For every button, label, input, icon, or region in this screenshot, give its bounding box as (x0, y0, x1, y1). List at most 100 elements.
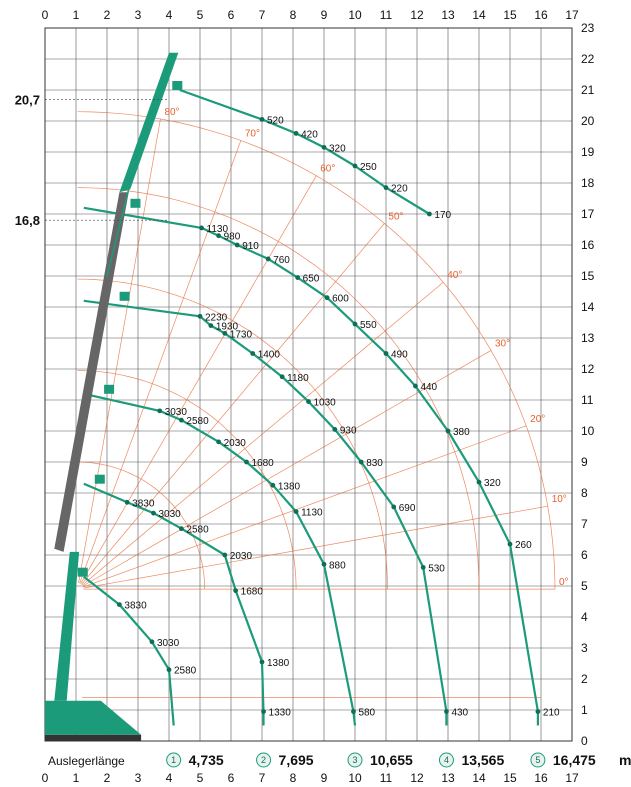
y-tick-right: 9 (581, 455, 588, 469)
y-tick-right: 2 (581, 672, 588, 686)
load-value: 1380 (267, 658, 290, 669)
load-curve (83, 392, 357, 726)
load-point (391, 504, 397, 510)
boom-section (54, 192, 129, 552)
load-point (261, 709, 266, 714)
load-value: 3830 (132, 498, 155, 509)
load-value: 220 (391, 184, 408, 195)
load-value: 1130 (301, 508, 323, 519)
boom-number-circle (256, 752, 272, 768)
load-value: 930 (340, 425, 357, 436)
load-point (124, 499, 130, 505)
range-arc (77, 187, 480, 590)
load-point (216, 439, 222, 445)
x-tick-top: 16 (534, 8, 548, 22)
boom-number: 3 (352, 755, 357, 765)
angle-ray (83, 425, 527, 588)
load-point (233, 588, 239, 594)
load-value: 1680 (241, 587, 264, 598)
load-point (222, 552, 228, 558)
x-tick-bottom: 12 (410, 771, 424, 785)
crane-base (45, 700, 142, 735)
y-tick-right: 18 (581, 176, 595, 190)
load-value: 980 (224, 232, 241, 243)
x-tick-bottom: 3 (135, 771, 142, 785)
y-tick-right: 10 (581, 424, 595, 438)
load-point (507, 541, 513, 547)
x-tick-top: 15 (503, 8, 517, 22)
y-tick-right: 17 (581, 207, 595, 221)
load-point (222, 330, 228, 336)
range-arc (77, 461, 205, 590)
boom-tip (104, 384, 115, 394)
x-tick-top: 0 (42, 8, 49, 22)
load-point (535, 709, 541, 714)
x-tick-top: 17 (565, 8, 579, 22)
x-tick-top: 1 (73, 8, 80, 22)
angle-ray (78, 118, 161, 584)
load-point (234, 242, 240, 248)
side-height-label: 20,7 (15, 92, 40, 107)
x-tick-top: 5 (197, 8, 204, 22)
load-value: 1180 (287, 373, 309, 384)
load-point (352, 321, 358, 327)
y-tick-right: 4 (581, 610, 588, 624)
load-value: 880 (329, 560, 346, 571)
load-value: 380 (453, 427, 470, 438)
angle-label: 50° (388, 211, 403, 222)
load-value: 260 (515, 540, 532, 551)
load-value: 2580 (174, 666, 197, 677)
jib-strut (106, 151, 139, 277)
x-tick-top: 8 (290, 8, 297, 22)
load-value: 550 (360, 320, 377, 331)
load-point (259, 117, 265, 122)
boom-tip (172, 81, 183, 90)
load-value: 430 (451, 708, 468, 719)
angle-ray (81, 223, 385, 585)
range-arc (77, 111, 556, 590)
x-tick-top: 13 (441, 8, 455, 22)
boom-length: 4,735 (189, 752, 224, 768)
load-point (259, 659, 265, 665)
load-value: 420 (301, 129, 318, 140)
load-value: 530 (428, 563, 445, 574)
load-point (197, 313, 203, 319)
y-tick-right: 8 (581, 486, 588, 500)
x-tick-bottom: 5 (197, 771, 204, 785)
y-tick-right: 22 (581, 52, 595, 66)
x-tick-top: 9 (321, 8, 328, 22)
side-height-label: 16,8 (15, 213, 40, 228)
boom-length: 10,655 (370, 752, 413, 768)
load-point (383, 351, 389, 356)
boom-tip (130, 198, 141, 208)
load-value: 210 (543, 708, 560, 719)
load-value: 2580 (186, 525, 209, 536)
load-value: 440 (420, 382, 437, 393)
x-tick-top: 11 (380, 8, 393, 22)
y-tick-right: 11 (581, 393, 594, 407)
boom-number: 5 (535, 755, 540, 765)
load-point (351, 709, 356, 714)
load-value: 910 (242, 241, 259, 252)
x-tick-bottom: 1 (73, 771, 80, 785)
x-tick-bottom: 15 (503, 771, 517, 785)
x-tick-bottom: 8 (290, 771, 297, 785)
load-point (293, 509, 299, 514)
load-value: 2230 (205, 312, 228, 323)
load-value: 3030 (159, 509, 182, 520)
load-value: 2030 (230, 551, 253, 562)
load-point (179, 417, 184, 423)
load-point (151, 510, 156, 516)
y-tick-right: 0 (581, 734, 588, 748)
boom-number-circle (166, 752, 182, 768)
load-point (216, 233, 222, 239)
load-point (270, 482, 276, 488)
load-value: 1400 (258, 350, 281, 361)
load-value: 580 (358, 708, 375, 719)
angle-label: 10° (552, 494, 567, 505)
x-tick-bottom: 17 (565, 771, 579, 785)
load-point (250, 351, 256, 356)
y-tick-right: 14 (581, 300, 595, 314)
